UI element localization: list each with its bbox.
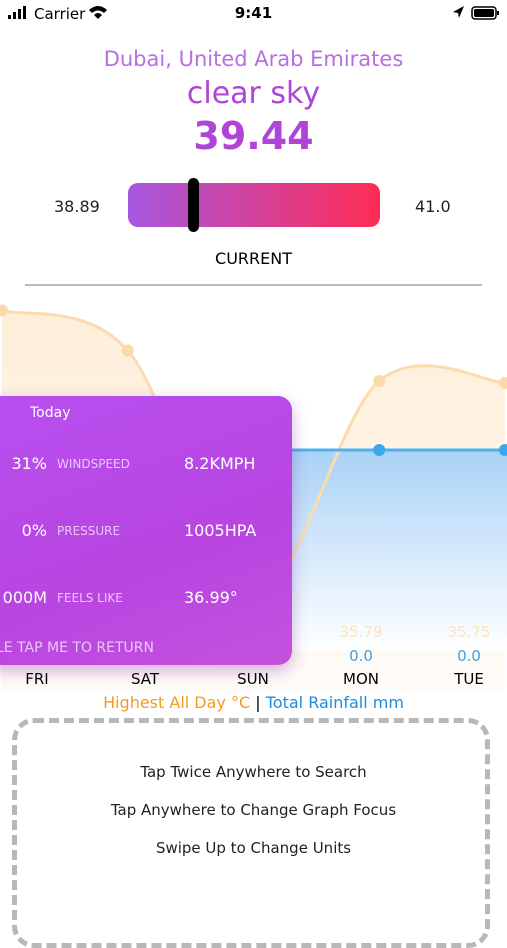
wifi-icon [89, 6, 107, 19]
day-label: MON [343, 670, 379, 688]
tips-box [12, 718, 490, 948]
range-marker [188, 178, 200, 232]
rainfall-point [373, 444, 386, 456]
card-title: Today [30, 405, 71, 421]
today-card[interactable]: Today 31% WINDSPEED 8.2KMPH 0% PRESSURE 1005H… [0, 396, 292, 665]
card-detail: 36.99° [184, 588, 238, 607]
high-label: 35.75 [448, 623, 491, 641]
battery-icon [453, 6, 499, 20]
signal-icon [8, 6, 26, 19]
card-value: 0% [21, 521, 47, 540]
highs-point [121, 344, 134, 357]
range-label: CURRENT [215, 249, 292, 268]
tip: Swipe Up to Change Units [155, 839, 352, 857]
range-bar [128, 178, 380, 232]
card-field: FEELS LIKE [57, 591, 123, 605]
carrier: Carrier [34, 5, 86, 23]
card-detail: 8.2KMPH [184, 454, 256, 473]
temperature: 39.44 [193, 114, 314, 158]
app-screen: Carrier 9:41 Dubai, United Arab Emirates… [0, 4, 507, 948]
legend: Highest All Day °C | Total Rainfall mm [0, 693, 507, 712]
legend-highs: Highest All Day °C [103, 693, 251, 712]
card-detail: 1005HPA [184, 521, 257, 540]
range-max: 41.0 [415, 197, 451, 216]
high-label: 35.79 [340, 623, 383, 641]
rainfall-label: 0.0 [457, 647, 481, 665]
location: Dubai, United Arab Emirates [103, 47, 404, 71]
day-label: SUN [237, 670, 269, 688]
card-footer: LE TAP ME TO RETURN [0, 640, 154, 656]
highs-point [499, 377, 507, 389]
range-min: 38.89 [54, 197, 100, 216]
card-value: 31% [11, 454, 47, 473]
clock: 9:41 [234, 4, 273, 22]
day-label: SAT [131, 670, 160, 688]
highs-point [0, 304, 8, 317]
legend-separator: | [255, 693, 261, 712]
day-label: TUE [453, 670, 484, 688]
rainfall-point [499, 444, 507, 456]
card-field: WINDSPEED [57, 457, 130, 471]
divider [25, 284, 482, 286]
card-field: PRESSURE [57, 524, 121, 538]
card-value: 000M [2, 588, 47, 607]
day-label: FRI [25, 670, 48, 688]
tip: Tap Anywhere to Change Graph Focus [110, 801, 397, 819]
legend-rainfall: Total Rainfall mm [265, 693, 404, 712]
highs-point [373, 375, 386, 387]
tip: Tap Twice Anywhere to Search [140, 763, 367, 781]
condition: clear sky [186, 76, 321, 111]
rainfall-label: 0.0 [349, 647, 373, 665]
